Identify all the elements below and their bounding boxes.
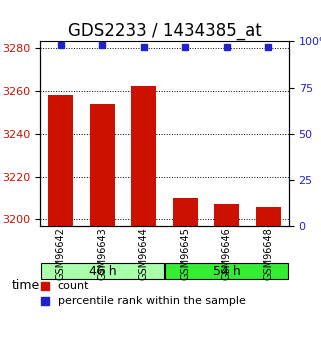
Text: GSM96642: GSM96642 xyxy=(56,227,66,280)
Bar xyxy=(131,87,156,226)
Bar xyxy=(173,198,198,226)
Bar xyxy=(256,207,281,226)
Text: GSM96644: GSM96644 xyxy=(139,227,149,280)
Text: 54 h: 54 h xyxy=(213,265,240,278)
Text: GSM96648: GSM96648 xyxy=(263,227,273,280)
Bar xyxy=(48,95,73,226)
Bar xyxy=(214,205,239,226)
Text: GSM96645: GSM96645 xyxy=(180,227,190,280)
Bar xyxy=(90,104,115,226)
FancyBboxPatch shape xyxy=(41,263,164,279)
Text: 46 h: 46 h xyxy=(89,265,116,278)
Text: percentile rank within the sample: percentile rank within the sample xyxy=(57,296,246,306)
Text: count: count xyxy=(57,282,89,292)
Title: GDS2233 / 1434385_at: GDS2233 / 1434385_at xyxy=(68,22,261,40)
Text: GSM96643: GSM96643 xyxy=(97,227,107,280)
Text: time: time xyxy=(12,279,40,292)
FancyBboxPatch shape xyxy=(165,263,288,279)
Text: GSM96646: GSM96646 xyxy=(222,227,232,280)
